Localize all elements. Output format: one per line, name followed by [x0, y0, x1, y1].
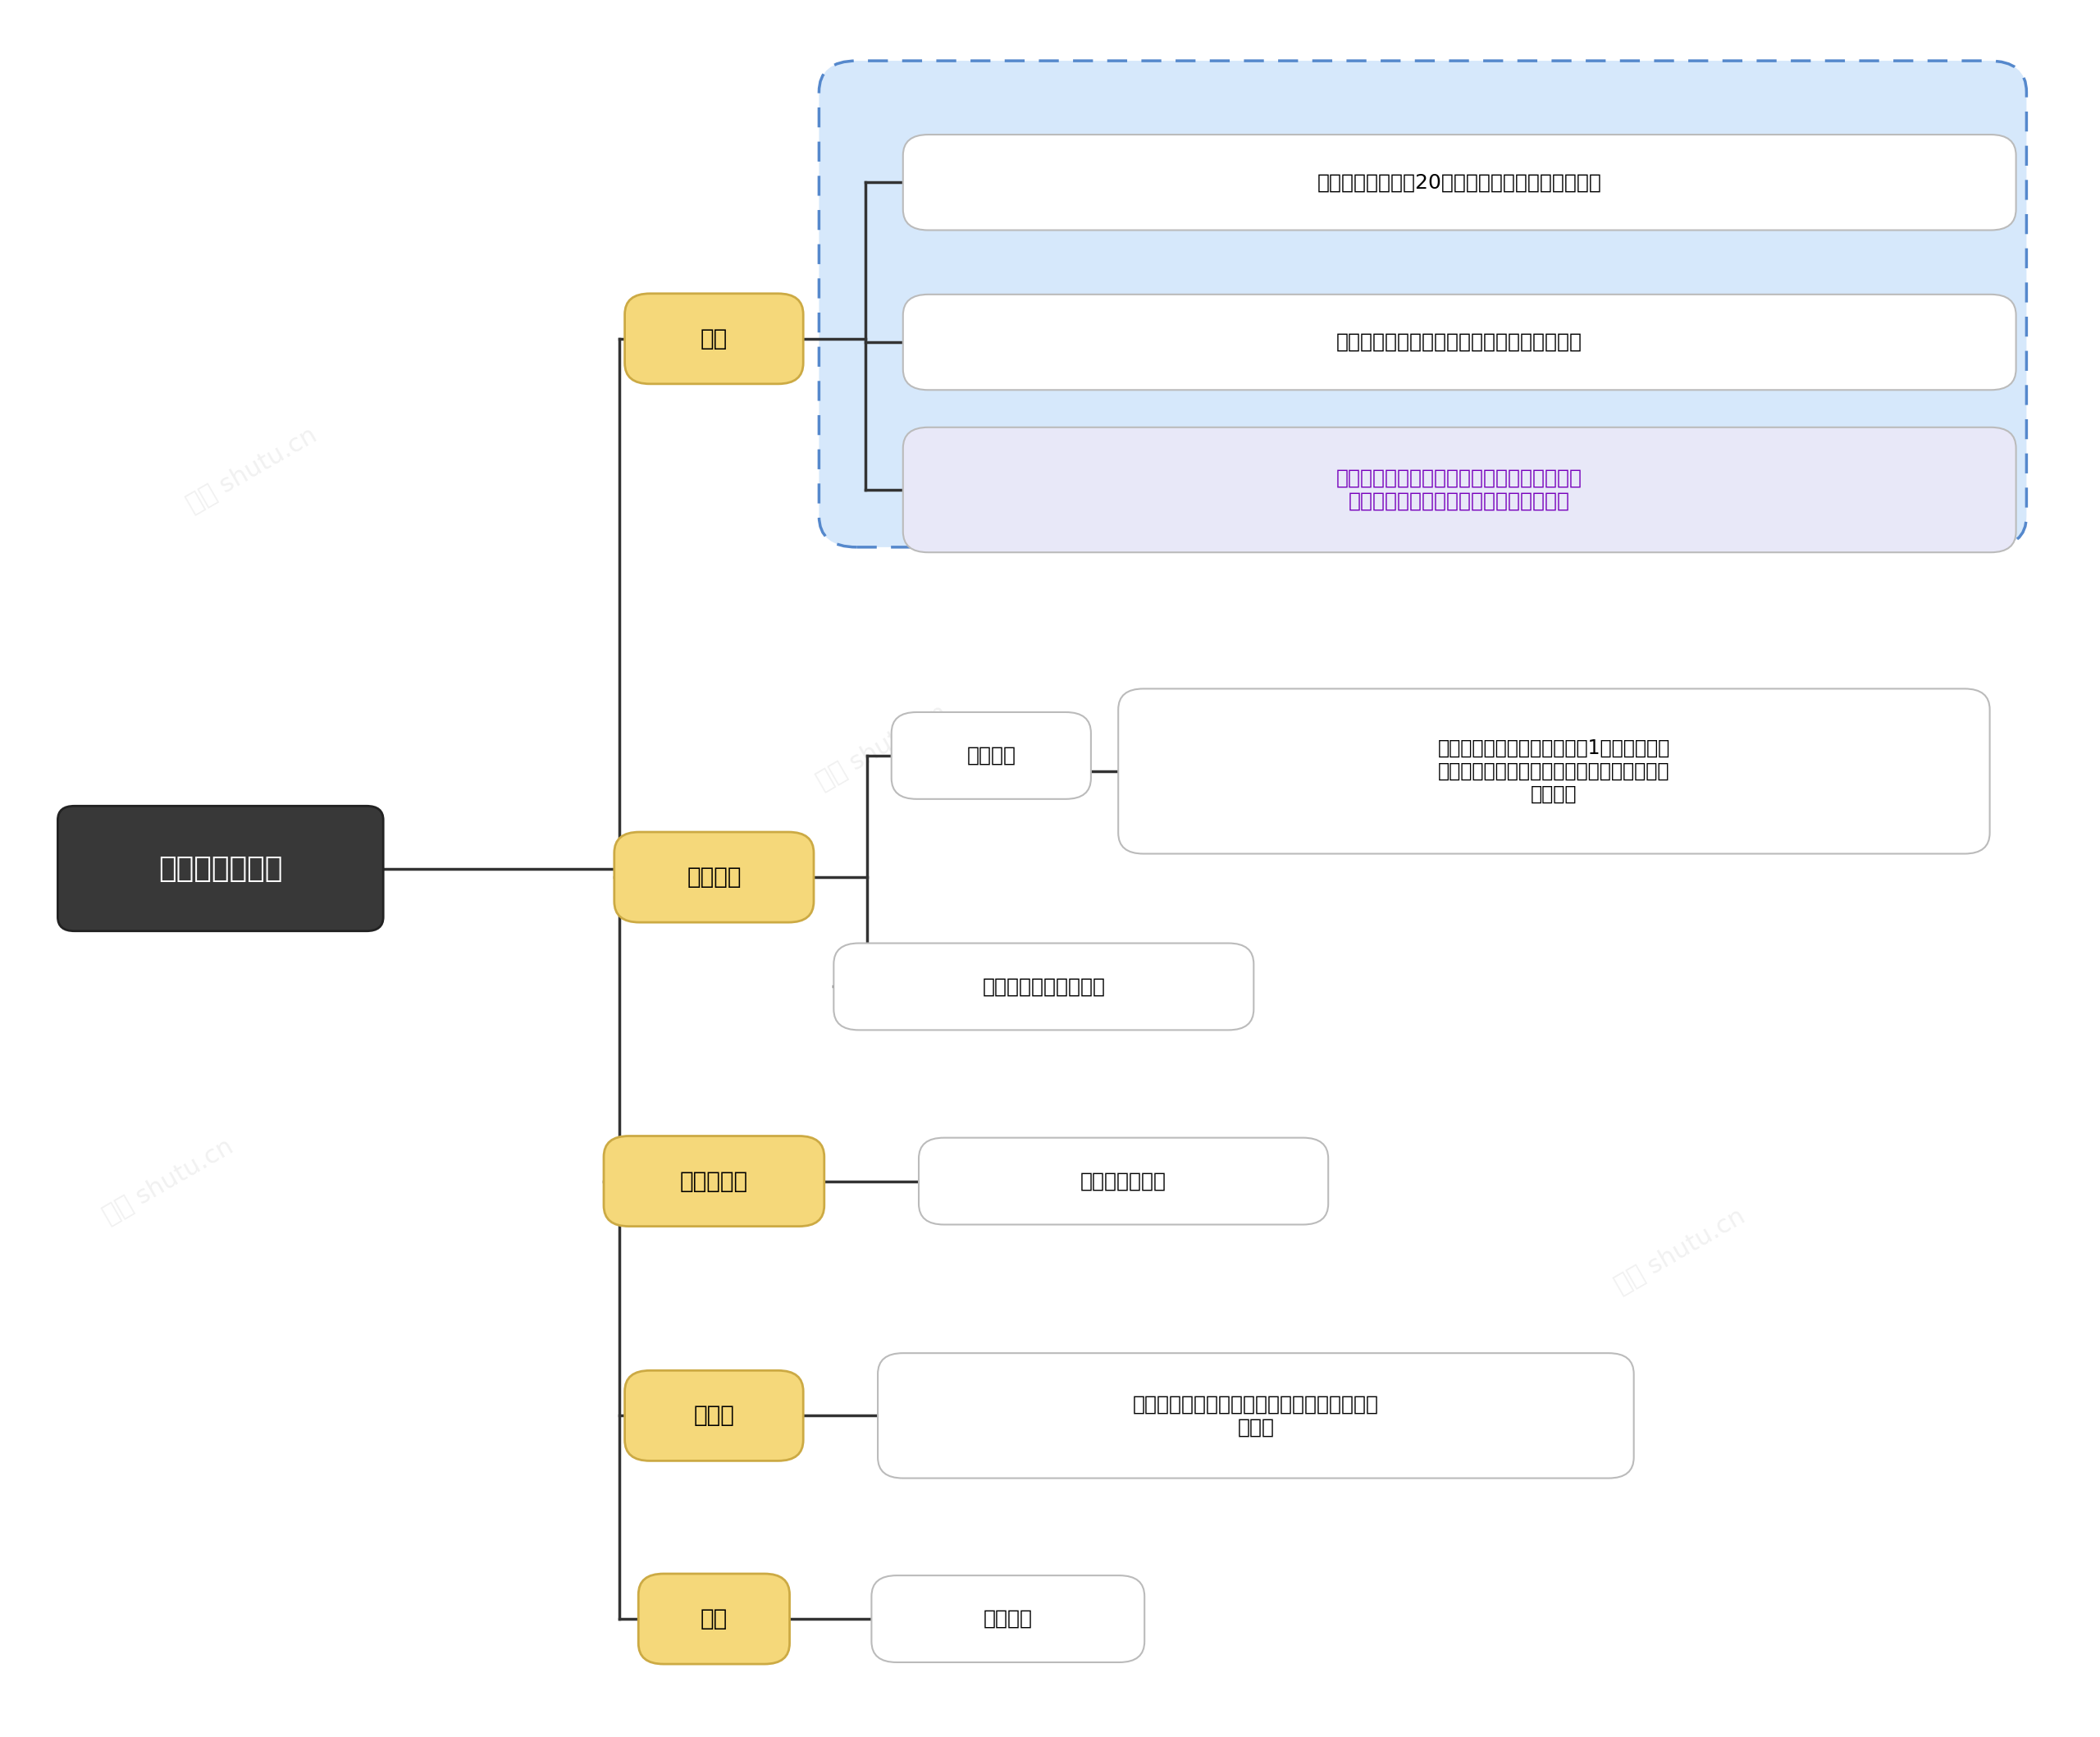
Text: 树图 shutu.cn: 树图 shutu.cn — [813, 700, 951, 794]
FancyBboxPatch shape — [903, 294, 2016, 391]
FancyBboxPatch shape — [626, 294, 804, 384]
Text: 首选超声心动图: 首选超声心动图 — [1079, 1171, 1168, 1192]
Text: 瓣膜置换: 瓣膜置换 — [983, 1608, 1033, 1629]
FancyBboxPatch shape — [605, 1136, 825, 1226]
FancyBboxPatch shape — [834, 943, 1254, 1030]
Text: 树图 shutu.cn: 树图 shutu.cn — [1611, 1204, 1749, 1298]
Text: 杂音向左腋下、左肩胛区传导1心尖区收缩期
杂音（吹风样后叶损害：向心底传导（前往左
后心底）: 杂音向左腋下、左肩胛区传导1心尖区收缩期 杂音（吹风样后叶损害：向心底传导（前往… — [1438, 738, 1670, 804]
FancyBboxPatch shape — [892, 712, 1092, 799]
FancyBboxPatch shape — [819, 61, 2026, 547]
FancyBboxPatch shape — [871, 1575, 1144, 1662]
Text: 实验室检查: 实验室检查 — [680, 1169, 748, 1193]
Text: 树图 shutu.cn: 树图 shutu.cn — [99, 1134, 237, 1228]
FancyBboxPatch shape — [903, 135, 2016, 231]
FancyBboxPatch shape — [920, 1138, 1329, 1225]
Text: 二尖瓣关闭不全: 二尖瓣关闭不全 — [158, 855, 284, 882]
FancyBboxPatch shape — [878, 1353, 1634, 1478]
Text: 最常见房颤，其次感染性心内膜炎，再是体循
环栓塞: 最常见房颤，其次感染性心内膜炎，再是体循 环栓塞 — [1132, 1395, 1380, 1436]
FancyBboxPatch shape — [626, 1370, 804, 1461]
Text: 典型症状特点：心脏增大不明显，但症状很严
重：有急性肺水肿，心源性休克，喀喇音: 典型症状特点：心脏增大不明显，但症状很严 重：有急性肺水肿，心源性休克，喀喇音 — [1336, 469, 1583, 511]
FancyBboxPatch shape — [615, 832, 815, 922]
Text: 治疗: 治疗 — [701, 1607, 727, 1631]
Text: 并发症: 并发症 — [693, 1403, 735, 1428]
Text: 又名二尖瓣脱垂，又名乳头肌功能不全或断裂: 又名二尖瓣脱垂，又名乳头肌功能不全或断裂 — [1336, 332, 1583, 353]
Text: 心尖搏动，向左下移位: 心尖搏动，向左下移位 — [983, 976, 1105, 997]
FancyBboxPatch shape — [1117, 690, 1991, 855]
Text: 病因: 病因 — [701, 327, 727, 351]
FancyBboxPatch shape — [57, 806, 382, 931]
FancyBboxPatch shape — [638, 1574, 790, 1664]
FancyBboxPatch shape — [903, 427, 2016, 552]
Text: 慢性风湿病，至少20年才能发展为二尖瓣关闭不全: 慢性风湿病，至少20年才能发展为二尖瓣关闭不全 — [1317, 172, 1602, 193]
Text: 重要体征: 重要体征 — [687, 865, 741, 889]
Text: 前叶损害: 前叶损害 — [966, 745, 1016, 766]
Text: 树图 shutu.cn: 树图 shutu.cn — [183, 422, 321, 516]
